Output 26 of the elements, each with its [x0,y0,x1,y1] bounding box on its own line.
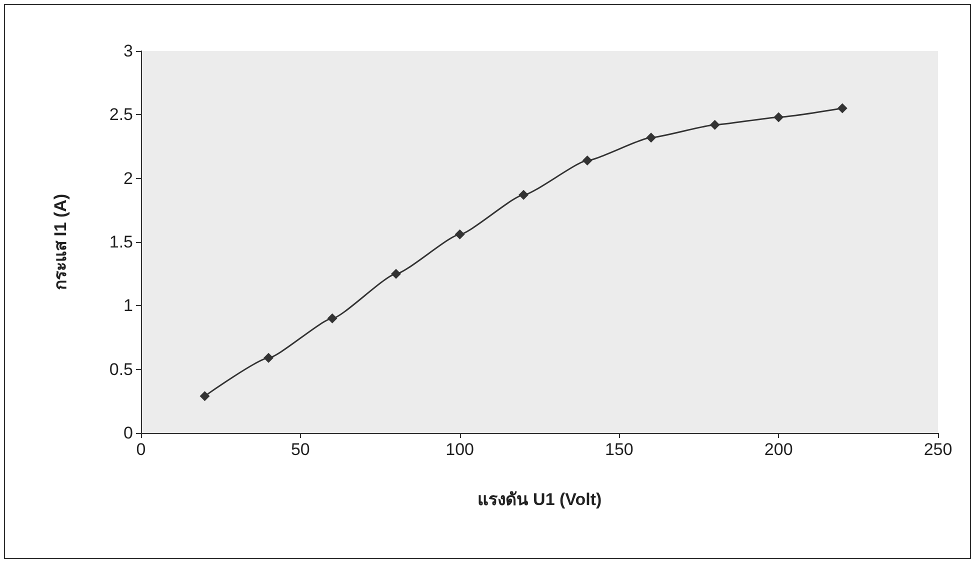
y-tick-label: 3 [124,42,133,60]
x-tick-label: 100 [446,440,474,459]
y-tick-label: 1 [124,296,133,316]
point [454,229,465,240]
y-tick-label: 2 [124,168,133,188]
point [264,352,274,363]
y-tick-label: 0.5 [109,360,133,379]
point [391,268,402,279]
point [646,132,656,143]
x-tick-label: 200 [764,440,793,459]
x-tick-label: 150 [605,440,634,459]
y-tick-label: 0 [124,424,133,442]
point [774,112,784,122]
y-tick-label: 1.5 [109,232,133,252]
y-tick-label: 2.5 [109,105,133,124]
y-axis-title: กระแส I1 (A) [51,194,70,290]
point [582,156,592,166]
x-tick-label: 50 [290,440,310,459]
point [710,120,720,130]
point [518,190,529,200]
point [200,391,210,402]
x-axis-title: แรงดัน U1 (Volt) [477,490,602,509]
x-tick-label: 0 [136,440,146,459]
point [327,313,338,324]
x-tick-label: 250 [924,440,952,459]
point [837,103,848,114]
